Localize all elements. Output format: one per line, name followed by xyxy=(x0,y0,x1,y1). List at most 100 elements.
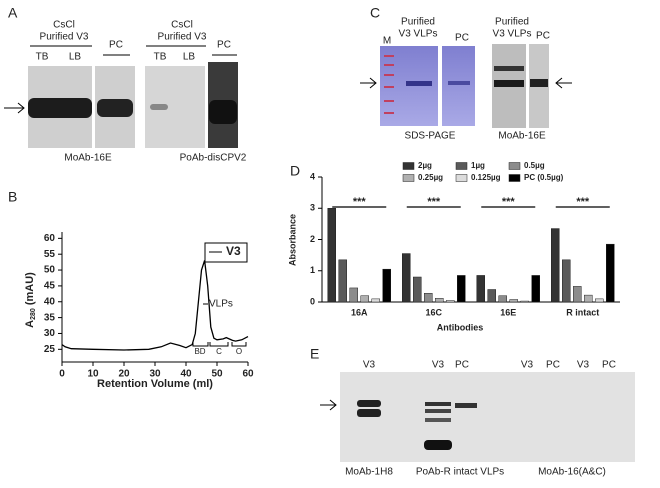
x-tick-label: 60 xyxy=(242,369,254,380)
panel-e: E V3 V3 PC V3 PC V3 PC MoAb-1H8 PoAb-R i… xyxy=(310,346,635,478)
header: Purified xyxy=(401,17,435,28)
header: CsCl xyxy=(53,20,75,31)
x-tick-label: 30 xyxy=(149,369,161,380)
annotation: VLPs xyxy=(209,299,233,310)
caption: MoAb-16(A&C) xyxy=(538,467,606,478)
band xyxy=(97,99,133,117)
bar xyxy=(457,275,466,303)
y-axis-title-part: 280 xyxy=(30,308,37,320)
band xyxy=(425,402,451,406)
band xyxy=(455,403,477,408)
legend-label: 1µg xyxy=(471,161,485,170)
header: Purified xyxy=(495,17,529,28)
bar xyxy=(606,243,615,303)
band xyxy=(406,81,432,86)
annotation: BD xyxy=(194,347,205,356)
bar xyxy=(476,275,485,303)
x-tick-label: 16C xyxy=(425,307,442,317)
arrow xyxy=(555,77,572,89)
band xyxy=(424,440,452,450)
legend-swatch xyxy=(508,162,521,170)
gel xyxy=(442,46,475,126)
blot xyxy=(340,372,635,462)
lane-label: M xyxy=(383,36,391,47)
lane-label: PC xyxy=(536,31,550,42)
annotation: C xyxy=(216,347,222,356)
significance: *** xyxy=(576,196,590,208)
bar xyxy=(551,228,560,303)
header: V3 VLPs xyxy=(399,29,438,40)
caption: PoAb-R intact VLPs xyxy=(416,467,504,478)
band xyxy=(494,80,524,87)
legend-label: 0.125µg xyxy=(471,173,501,182)
x-tick-label: 16E xyxy=(500,307,516,317)
lane-label: PC xyxy=(455,33,469,44)
bar xyxy=(338,259,347,303)
bar xyxy=(413,276,422,303)
band xyxy=(28,98,92,118)
y-tick-label: 35 xyxy=(44,312,56,323)
bracket xyxy=(192,342,247,347)
bar xyxy=(498,295,507,303)
bar xyxy=(382,268,391,303)
bar xyxy=(487,289,496,303)
caption: SDS-PAGE xyxy=(405,131,456,142)
y-axis-title-part: (mAU) xyxy=(24,272,36,308)
bar xyxy=(520,300,529,303)
band xyxy=(357,400,381,407)
band xyxy=(209,100,237,124)
lane-label: PC xyxy=(109,40,123,51)
panel-letter: D xyxy=(290,163,300,179)
legend-label: 0.5µg xyxy=(524,161,545,170)
caption: PoAb-disCPV2 xyxy=(180,153,247,164)
bar xyxy=(446,300,455,303)
arrow xyxy=(4,102,25,114)
panel-letter: C xyxy=(370,5,380,21)
y-tick-label: 4 xyxy=(310,171,315,181)
lane-label: V3 xyxy=(363,360,376,371)
bar xyxy=(531,275,540,303)
bar xyxy=(562,259,571,303)
y-tick-label: 25 xyxy=(44,344,56,355)
band xyxy=(425,409,451,413)
y-tick-label: 0 xyxy=(310,296,315,306)
bar xyxy=(595,298,604,303)
x-tick-label: R intact xyxy=(566,307,599,317)
x-tick-label: 16A xyxy=(351,307,368,317)
x-axis-title: Retention Volume (ml) xyxy=(97,378,213,390)
significance: *** xyxy=(353,196,367,208)
arrow xyxy=(320,399,337,411)
panel-letter: B xyxy=(8,189,17,205)
legend-swatch xyxy=(508,174,521,182)
bar xyxy=(573,286,582,303)
y-axis-title: A280 (mAU) xyxy=(24,272,37,328)
caption: MoAb-1H8 xyxy=(345,467,393,478)
lane-label: TB xyxy=(154,52,167,63)
band xyxy=(425,418,451,422)
significance: *** xyxy=(502,196,516,208)
bar xyxy=(402,253,411,303)
bar xyxy=(584,294,593,303)
band xyxy=(494,66,524,71)
lane-label: LB xyxy=(183,52,196,63)
marker-ladder xyxy=(384,55,394,114)
lane-label: V3 xyxy=(432,360,445,371)
bar xyxy=(424,293,433,303)
caption: MoAb-16E xyxy=(498,131,546,142)
bar xyxy=(435,298,444,303)
y-tick-label: 30 xyxy=(44,328,56,339)
x-tick-label: 40 xyxy=(180,369,192,380)
panel-a: A CsCl Purified V3 TB LB PC MoAb-16E CsC… xyxy=(4,5,247,164)
header: Purified V3 xyxy=(40,32,89,43)
legend-label: 0.25µg xyxy=(418,173,443,182)
lane-label: PC xyxy=(546,360,560,371)
band xyxy=(150,104,168,110)
bar xyxy=(349,287,358,303)
panel-letter: E xyxy=(310,346,319,362)
y-tick-label: 40 xyxy=(44,296,56,307)
bar xyxy=(371,298,380,303)
y-tick-label: 1 xyxy=(310,265,315,275)
y-tick-label: 50 xyxy=(44,265,56,276)
legend-label: PC (0.5µg) xyxy=(524,173,564,182)
x-tick-label: 50 xyxy=(211,369,223,380)
